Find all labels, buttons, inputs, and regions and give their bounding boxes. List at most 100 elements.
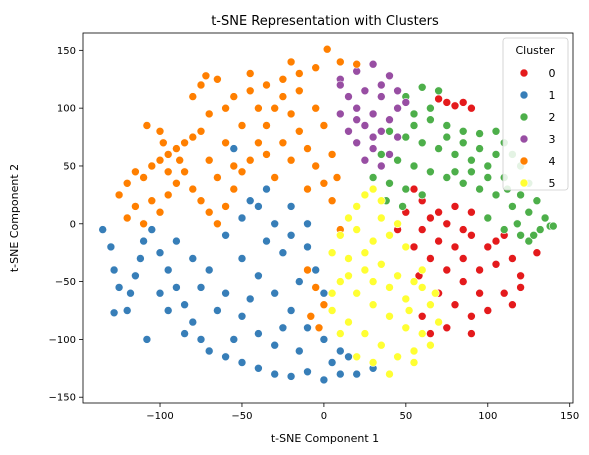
point-cluster-2 (467, 167, 476, 177)
point-cluster-4 (196, 196, 206, 205)
point-cluster-0 (458, 254, 468, 263)
point-cluster-0 (450, 202, 460, 211)
point-cluster-0 (491, 236, 501, 246)
point-cluster-4 (262, 150, 271, 159)
point-cluster-0 (508, 254, 517, 263)
point-cluster-3 (385, 115, 394, 124)
point-cluster-4 (303, 144, 312, 153)
point-cluster-2 (442, 173, 452, 182)
legend-marker-5 (519, 178, 529, 188)
point-cluster-2 (417, 190, 427, 200)
point-cluster-5 (409, 346, 419, 356)
point-cluster-1 (136, 254, 145, 263)
point-cluster-5 (352, 352, 362, 362)
point-cluster-1 (204, 346, 214, 356)
point-cluster-1 (221, 288, 230, 298)
point-cluster-2 (385, 179, 394, 188)
point-cluster-5 (393, 352, 402, 362)
point-cluster-4 (221, 202, 230, 211)
x-tick-label: −100 (146, 411, 173, 422)
point-cluster-4 (237, 167, 247, 177)
point-cluster-2 (450, 150, 460, 159)
point-cluster-4 (204, 155, 214, 165)
point-cluster-2 (458, 127, 468, 136)
point-cluster-4 (286, 57, 296, 67)
point-cluster-4 (311, 161, 321, 171)
point-cluster-4 (147, 196, 157, 205)
point-cluster-5 (352, 288, 362, 298)
point-cluster-4 (245, 69, 255, 78)
point-cluster-5 (417, 265, 427, 275)
legend-marker-0 (519, 68, 529, 78)
point-cluster-5 (335, 329, 345, 338)
point-cluster-0 (442, 219, 452, 229)
point-cluster-4 (172, 144, 181, 153)
point-cluster-5 (409, 358, 419, 367)
point-cluster-1 (270, 369, 280, 379)
point-cluster-0 (483, 242, 493, 252)
point-cluster-1 (319, 335, 329, 344)
point-cluster-5 (385, 231, 394, 240)
point-cluster-4 (139, 219, 148, 229)
point-cluster-5 (401, 294, 411, 304)
point-cluster-1 (294, 346, 304, 356)
point-cluster-4 (163, 150, 173, 159)
point-cluster-1 (172, 236, 181, 246)
point-cluster-4 (332, 173, 342, 182)
point-cluster-1 (109, 308, 119, 318)
point-cluster-4 (175, 155, 184, 165)
point-cluster-4 (327, 150, 337, 159)
point-cluster-2 (458, 138, 468, 148)
point-cluster-2 (409, 161, 419, 171)
point-cluster-1 (254, 271, 263, 281)
point-cluster-1 (188, 254, 198, 263)
point-cluster-5 (393, 271, 402, 281)
point-cluster-0 (442, 323, 452, 333)
point-cluster-3 (368, 59, 378, 69)
point-cluster-3 (401, 98, 411, 107)
point-cluster-1 (278, 323, 288, 333)
point-cluster-4 (142, 121, 152, 130)
point-cluster-5 (376, 340, 386, 350)
point-cluster-3 (335, 109, 345, 119)
point-cluster-2 (508, 202, 517, 211)
y-tick-label: 100 (57, 104, 76, 115)
point-cluster-1 (180, 329, 189, 338)
point-cluster-4 (294, 86, 304, 96)
point-cluster-0 (491, 259, 501, 269)
y-axis-label: t-SNE Component 2 (8, 164, 21, 272)
point-cluster-0 (458, 225, 468, 234)
point-cluster-1 (122, 306, 132, 315)
point-cluster-5 (401, 323, 411, 333)
y-tick-label: 50 (63, 161, 76, 172)
point-cluster-5 (434, 317, 443, 327)
point-cluster-5 (327, 248, 337, 257)
point-cluster-4 (262, 80, 271, 90)
point-cluster-0 (516, 283, 525, 292)
point-cluster-4 (294, 127, 304, 136)
point-cluster-2 (483, 173, 493, 182)
point-cluster-1 (139, 236, 148, 246)
point-cluster-0 (426, 254, 435, 263)
y-tick-label: 0 (70, 219, 76, 230)
point-cluster-0 (467, 207, 476, 217)
point-cluster-1 (270, 288, 280, 298)
point-cluster-5 (344, 271, 353, 281)
legend-label-4: 4 (549, 155, 556, 168)
point-cluster-4 (286, 155, 296, 165)
point-cluster-3 (352, 115, 362, 124)
point-cluster-1 (221, 231, 230, 240)
point-cluster-1 (319, 375, 329, 385)
point-cluster-5 (368, 277, 378, 286)
point-cluster-2 (401, 132, 411, 142)
point-cluster-1 (237, 213, 247, 223)
point-cluster-5 (409, 277, 419, 286)
point-cluster-4 (229, 184, 239, 194)
point-cluster-3 (344, 92, 353, 101)
y-tick-label: −100 (49, 335, 76, 346)
point-cluster-1 (109, 265, 119, 275)
legend-marker-2 (519, 112, 529, 122)
point-cluster-5 (426, 300, 435, 310)
point-cluster-1 (114, 283, 124, 292)
